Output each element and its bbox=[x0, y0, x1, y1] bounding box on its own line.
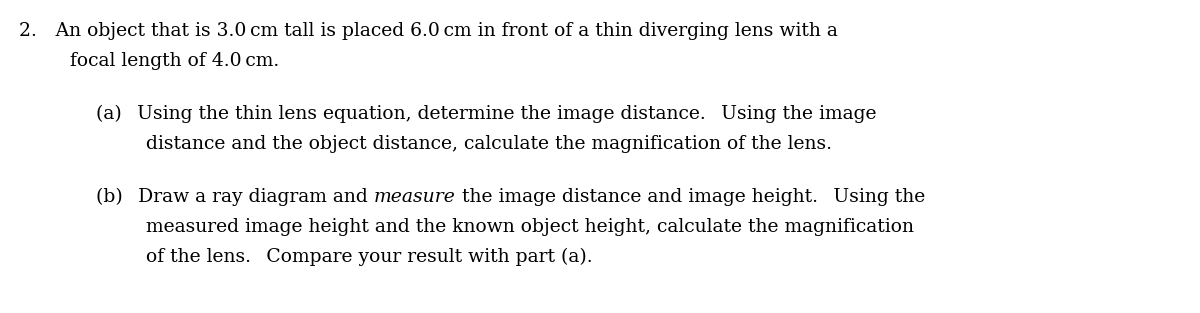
Text: distance and the object distance, calculate the magnification of the lens.: distance and the object distance, calcul… bbox=[146, 135, 833, 153]
Text: measured image height and the known object height, calculate the magnification: measured image height and the known obje… bbox=[146, 218, 914, 236]
Text: focal length of 4.0 cm.: focal length of 4.0 cm. bbox=[70, 52, 278, 70]
Text: (b)  Draw a ray diagram and: (b) Draw a ray diagram and bbox=[96, 188, 373, 206]
Text: measure: measure bbox=[373, 188, 456, 206]
Text: (a)  Using the thin lens equation, determine the image distance.  Using the imag: (a) Using the thin lens equation, determ… bbox=[96, 105, 876, 123]
Text: of the lens.  Compare your result with part (a).: of the lens. Compare your result with pa… bbox=[146, 248, 593, 266]
Text: 2. An object that is 3.0 cm tall is placed 6.0 cm in front of a thin diverging l: 2. An object that is 3.0 cm tall is plac… bbox=[19, 22, 838, 40]
Text: the image distance and image height.  Using the: the image distance and image height. Usi… bbox=[456, 188, 925, 206]
